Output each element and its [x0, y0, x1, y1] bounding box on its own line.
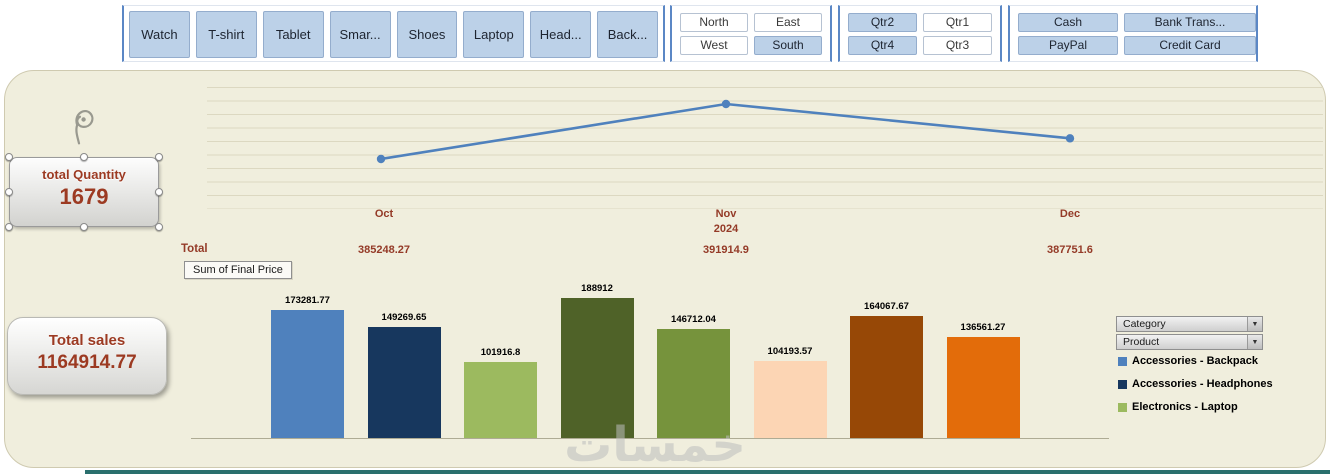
bar-value-label: 164067.67 [864, 301, 909, 312]
selection-handle[interactable] [155, 153, 163, 161]
slicer-button-credit-card[interactable]: Credit Card [1124, 35, 1256, 55]
slicer-button-qtr4[interactable]: Qtr4 [848, 35, 917, 55]
product-dropdown-label: Product [1123, 336, 1160, 348]
slicer-button-west[interactable]: West [680, 35, 748, 55]
line-chart[interactable] [5, 71, 1327, 469]
bar-value-label: 104193.57 [767, 346, 813, 357]
chevron-down-icon[interactable]: ▼ [1247, 317, 1262, 331]
bar-6[interactable] [850, 316, 923, 438]
total-sales-value: 1164914.77 [37, 352, 137, 373]
legend-item-laptop: Electronics - Laptop [1118, 401, 1238, 413]
sum-of-final-price-field-button[interactable]: Sum of Final Price [184, 261, 292, 279]
bar-value-label: 101916.8 [480, 347, 521, 358]
legend-item-backpack: Accessories - Backpack [1118, 355, 1258, 367]
legend-item-label: Accessories - Headphones [1132, 378, 1273, 390]
payment-slicer: Cash Bank Trans... PayPal Credit Card [1008, 5, 1258, 62]
total-quantity-value: 1679 [59, 184, 109, 209]
selection-handle[interactable] [5, 188, 13, 196]
legend-item-headphones: Accessories - Headphones [1118, 378, 1273, 390]
legend-swatch-icon [1118, 356, 1127, 366]
category-dropdown[interactable]: Category ▼ [1116, 316, 1263, 332]
bar-value-label: 136561.27 [960, 322, 1006, 333]
selection-handle[interactable] [80, 223, 88, 231]
total-dec: 387751.6 [1047, 244, 1093, 256]
total-nov: 391914.9 [703, 244, 749, 256]
slicer-button-paypal[interactable]: PayPal [1018, 35, 1118, 55]
slicer-button-laptop[interactable]: Laptop [463, 11, 525, 58]
bar-5[interactable] [753, 361, 827, 438]
legend-swatch-icon [1118, 402, 1127, 412]
total-sales-title: Total sales [48, 332, 126, 349]
selection-handle[interactable] [155, 188, 163, 196]
slicer-button-qtr1[interactable]: Qtr1 [923, 12, 992, 32]
bar-1[interactable] [367, 327, 441, 438]
line-marker [721, 99, 731, 109]
total-sales-card[interactable]: Total sales 1164914.77 [7, 317, 167, 395]
bar-chart: 173281.77 149269.65 101916.8 188912 146712.0… [5, 71, 1325, 467]
bar-3[interactable] [560, 298, 634, 438]
slicer-button-east[interactable]: East [754, 12, 822, 32]
bar-value-label: 188912 [581, 283, 613, 294]
selection-handle[interactable] [155, 223, 163, 231]
axis-label-oct: Oct [374, 208, 394, 220]
total-quantity-title: total Quantity [42, 167, 126, 182]
selection-handle[interactable] [80, 153, 88, 161]
line-marker [376, 154, 386, 164]
slicer-button-qtr3[interactable]: Qtr3 [923, 35, 992, 55]
bar-value-label: 146712.04 [671, 314, 716, 325]
slicer-button-smartphone[interactable]: Smar... [329, 11, 391, 58]
slicer-button-backpack[interactable]: Back... [597, 11, 658, 58]
legend-item-label: Accessories - Backpack [1132, 355, 1258, 367]
legend-swatch-icon [1118, 379, 1127, 389]
quarter-slicer: Qtr2 Qtr1 Qtr4 Qtr3 [838, 5, 1002, 62]
sheet-edge-strip [85, 470, 1330, 474]
axis-label-year: 2024 [713, 223, 739, 235]
line-marker [1065, 134, 1075, 143]
slicer-button-bank-transfer[interactable]: Bank Trans... [1124, 12, 1256, 32]
slicer-button-headphones[interactable]: Head... [530, 11, 592, 58]
bar-7[interactable] [946, 337, 1020, 438]
slicer-button-watch[interactable]: Watch [129, 11, 190, 58]
dashboard-panel: Oct Nov 2024 Dec Total 385248.27 391914.… [4, 70, 1327, 472]
total-oct: 385248.27 [358, 244, 410, 256]
decorative-swirl-icon [57, 103, 101, 152]
bar-2[interactable] [464, 362, 537, 438]
slicer-button-south[interactable]: South [754, 35, 822, 55]
region-slicer: North East West South [670, 5, 832, 62]
axis-label-nov: Nov [715, 208, 737, 220]
selection-handle[interactable] [5, 153, 13, 161]
total-quantity-card[interactable]: total Quantity 1679 [5, 153, 163, 231]
category-dropdown-label: Category [1123, 318, 1166, 330]
slicer-button-tablet[interactable]: Tablet [262, 11, 324, 58]
bar-value-label: 173281.77 [285, 295, 330, 306]
bar-value-label: 149269.65 [381, 312, 427, 323]
slicer-button-north[interactable]: North [680, 12, 748, 32]
legend-item-label: Electronics - Laptop [1132, 401, 1238, 413]
bar-4[interactable] [657, 329, 730, 438]
slicer-button-qtr2[interactable]: Qtr2 [848, 12, 917, 32]
product-dropdown[interactable]: Product ▼ [1116, 334, 1263, 350]
axis-label-dec: Dec [1059, 208, 1081, 220]
bar-chart-axis-line [191, 438, 1109, 439]
slicer-button-cash[interactable]: Cash [1018, 12, 1118, 32]
product-slicer: Watch T-shirt Tablet Smar... Shoes Lapto… [122, 5, 665, 62]
watermark-text: خمسات [564, 419, 746, 472]
slicer-button-shoes[interactable]: Shoes [396, 11, 458, 58]
chevron-down-icon[interactable]: ▼ [1247, 335, 1262, 349]
grand-total-label: Total [181, 243, 208, 255]
slicer-button-tshirt[interactable]: T-shirt [195, 11, 257, 58]
selection-handle[interactable] [5, 223, 13, 231]
bar-0[interactable] [271, 310, 344, 438]
